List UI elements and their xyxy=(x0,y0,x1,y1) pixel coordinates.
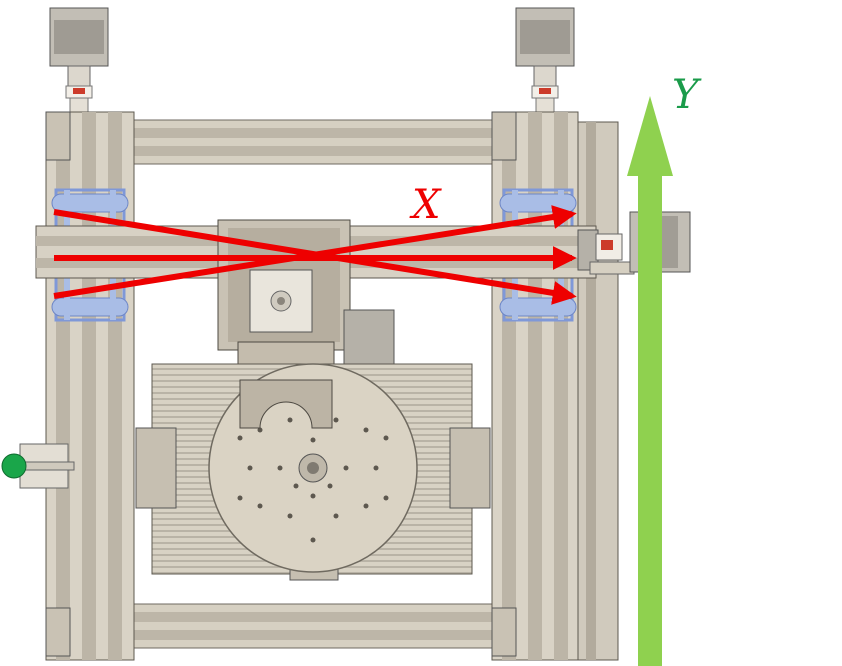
y-axis-arrow xyxy=(627,96,673,666)
top-left-motor xyxy=(49,7,109,115)
y-axis-label: Y xyxy=(672,72,702,118)
x-axis-label: X xyxy=(409,182,442,228)
top-right-motor xyxy=(515,7,575,115)
x-axis-arrows xyxy=(53,205,577,305)
handwheel-knob xyxy=(1,443,75,489)
x-arrow-lower xyxy=(53,205,577,299)
rotary-table xyxy=(208,363,418,581)
